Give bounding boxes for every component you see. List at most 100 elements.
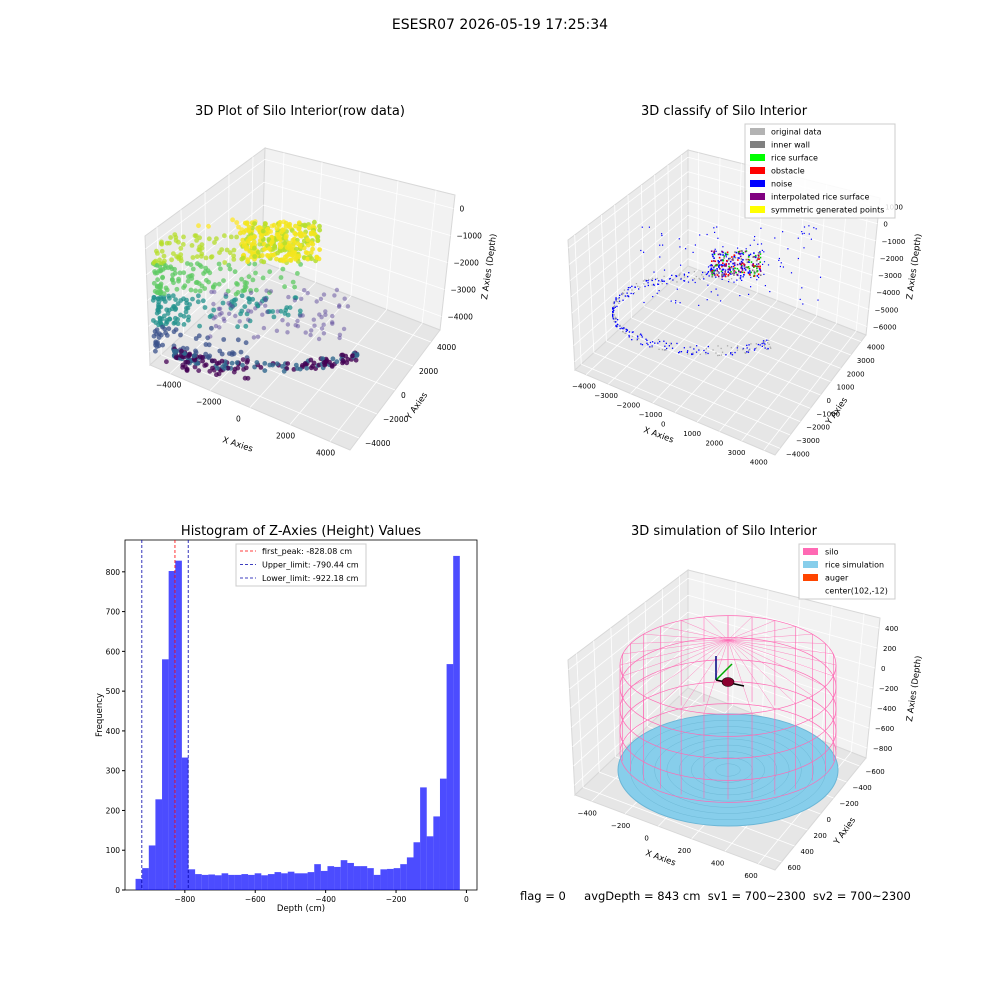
raw-point <box>155 296 161 302</box>
classify-point <box>723 257 725 259</box>
classify-point <box>719 267 721 270</box>
classify-point <box>757 258 759 260</box>
classify-point <box>703 278 705 280</box>
classify-point <box>732 262 734 265</box>
classify-point <box>658 290 660 292</box>
classify-point <box>736 273 738 276</box>
raw-point <box>185 278 191 284</box>
raw-point <box>189 243 195 248</box>
classify-point <box>763 344 765 346</box>
classify-point <box>721 275 723 278</box>
classify-point <box>686 351 688 353</box>
classify-point <box>757 252 760 254</box>
classify-point <box>691 353 693 356</box>
histogram-bar <box>367 868 374 891</box>
classify-point <box>731 272 734 275</box>
raw-point <box>332 293 337 298</box>
classify-point <box>710 272 713 275</box>
classify-point <box>730 352 733 354</box>
x-tick-label: −1000 <box>639 411 663 419</box>
classify-point <box>778 259 780 261</box>
classify-point <box>617 298 619 300</box>
classify-point <box>705 351 707 354</box>
classify-point <box>753 270 756 273</box>
classify-point <box>707 271 709 273</box>
raw-point <box>295 318 300 324</box>
classify-point <box>670 343 672 346</box>
classify-point <box>756 265 758 268</box>
classify-point <box>756 259 758 262</box>
histogram-bar <box>320 870 328 890</box>
classify-point <box>730 273 732 275</box>
classify-point <box>661 233 663 235</box>
raw-point <box>274 361 280 367</box>
raw-point <box>290 279 296 285</box>
classify-point <box>759 253 762 255</box>
raw-point <box>192 357 198 363</box>
raw-point <box>337 304 342 309</box>
classify-point <box>671 274 673 276</box>
classify-point <box>739 255 742 258</box>
classify-point <box>629 286 631 289</box>
classify-point <box>740 250 743 252</box>
classify-point <box>803 247 805 249</box>
raw-point <box>235 324 241 330</box>
raw-point <box>200 298 206 304</box>
classify-point <box>720 264 723 266</box>
classify-point <box>618 300 621 302</box>
histogram-bar <box>241 874 249 890</box>
z-grid-line <box>574 679 689 786</box>
histogram-chart[interactable]: −800 −600 −400 −200 0 0 100 200 300 400 500 600 700 8… <box>0 530 500 920</box>
raw-point <box>178 298 184 303</box>
raw-3d-plot[interactable]: −4000 −2000 0 2000 4000 −4000 −2000 0 2000 4000 0 −… <box>0 130 500 470</box>
classify-point <box>717 253 720 256</box>
x-tick-label: −400 <box>578 809 597 817</box>
z-tick-label: −1000 <box>882 238 906 246</box>
classify-point <box>640 249 642 252</box>
y-tick-label: −1000 <box>816 410 840 418</box>
classify-point <box>739 252 741 255</box>
z-grid-line <box>569 171 689 265</box>
classify-3d-plot[interactable]: −4000−3000−2000−100001000200030004000−40… <box>500 123 1000 470</box>
raw-point <box>151 318 156 323</box>
classify-point <box>738 250 741 253</box>
classify-point <box>679 246 681 248</box>
classify-point <box>710 291 712 293</box>
classify-point <box>692 279 694 281</box>
classify-point <box>687 350 689 352</box>
classify-point <box>757 343 759 346</box>
raw-point <box>164 333 170 338</box>
raw-point <box>192 233 198 239</box>
classify-point <box>715 264 718 267</box>
classify-point <box>734 251 736 253</box>
classify-point <box>683 347 685 349</box>
simulation-3d-plot[interactable]: −400−20002004006006004002000−200−400−600… <box>500 530 1000 885</box>
classify-point <box>614 305 616 307</box>
raw-point <box>283 257 289 263</box>
classify-point <box>699 353 701 355</box>
z-grid-line <box>572 229 689 330</box>
classify-point <box>624 332 626 334</box>
raw-point <box>266 254 272 259</box>
raw-point <box>250 277 256 283</box>
raw-point <box>178 246 184 251</box>
classify-point <box>736 279 738 281</box>
classify-point <box>661 234 663 237</box>
classify-point <box>753 349 756 351</box>
classify-point <box>666 347 668 350</box>
classify-point <box>636 339 638 341</box>
classify-point <box>729 260 732 263</box>
classify-point <box>762 340 765 342</box>
z-tick-label: −3000 <box>878 272 902 280</box>
histogram-bar <box>380 869 388 890</box>
classify-point <box>752 263 754 266</box>
classify-point <box>619 324 621 327</box>
classify-point <box>625 328 627 330</box>
legend-box <box>235 543 367 587</box>
raw-point <box>261 259 267 265</box>
classify-point <box>618 302 620 304</box>
raw-point <box>262 221 268 226</box>
classify-point <box>627 289 629 291</box>
classify-plot-title: 3D classify of Silo Interior <box>640 104 808 119</box>
raw-point <box>302 232 307 238</box>
